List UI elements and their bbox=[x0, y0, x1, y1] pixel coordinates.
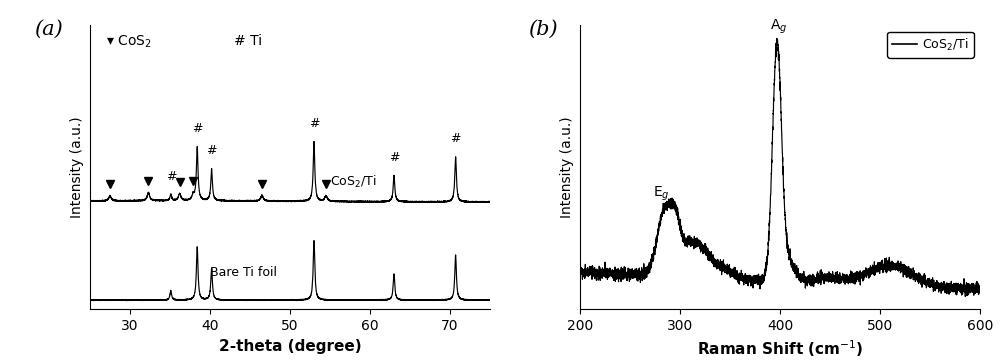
Text: CoS$_2$/Ti: CoS$_2$/Ti bbox=[330, 174, 377, 190]
Text: # Ti: # Ti bbox=[234, 34, 262, 48]
Text: E$_g$: E$_g$ bbox=[653, 184, 670, 203]
Text: (a): (a) bbox=[34, 20, 63, 39]
Text: #: # bbox=[450, 132, 461, 145]
Text: #: # bbox=[309, 118, 319, 130]
X-axis label: 2-theta (degree): 2-theta (degree) bbox=[219, 339, 361, 354]
Text: Bare Ti foil: Bare Ti foil bbox=[210, 266, 277, 279]
Y-axis label: Intensity (a.u.): Intensity (a.u.) bbox=[560, 116, 574, 218]
Text: A$_g$: A$_g$ bbox=[770, 17, 787, 36]
Text: #: # bbox=[192, 122, 202, 135]
Text: $\blacktriangledown$ CoS$_2$: $\blacktriangledown$ CoS$_2$ bbox=[106, 34, 152, 50]
Legend: CoS$_2$/Ti: CoS$_2$/Ti bbox=[887, 32, 974, 58]
Text: #: # bbox=[389, 151, 399, 165]
Text: #: # bbox=[206, 144, 217, 157]
Y-axis label: Intensity (a.u.): Intensity (a.u.) bbox=[70, 116, 84, 218]
Text: #: # bbox=[166, 170, 176, 183]
X-axis label: Raman Shift (cm$^{-1}$): Raman Shift (cm$^{-1}$) bbox=[697, 339, 863, 359]
Text: (b): (b) bbox=[528, 20, 558, 39]
